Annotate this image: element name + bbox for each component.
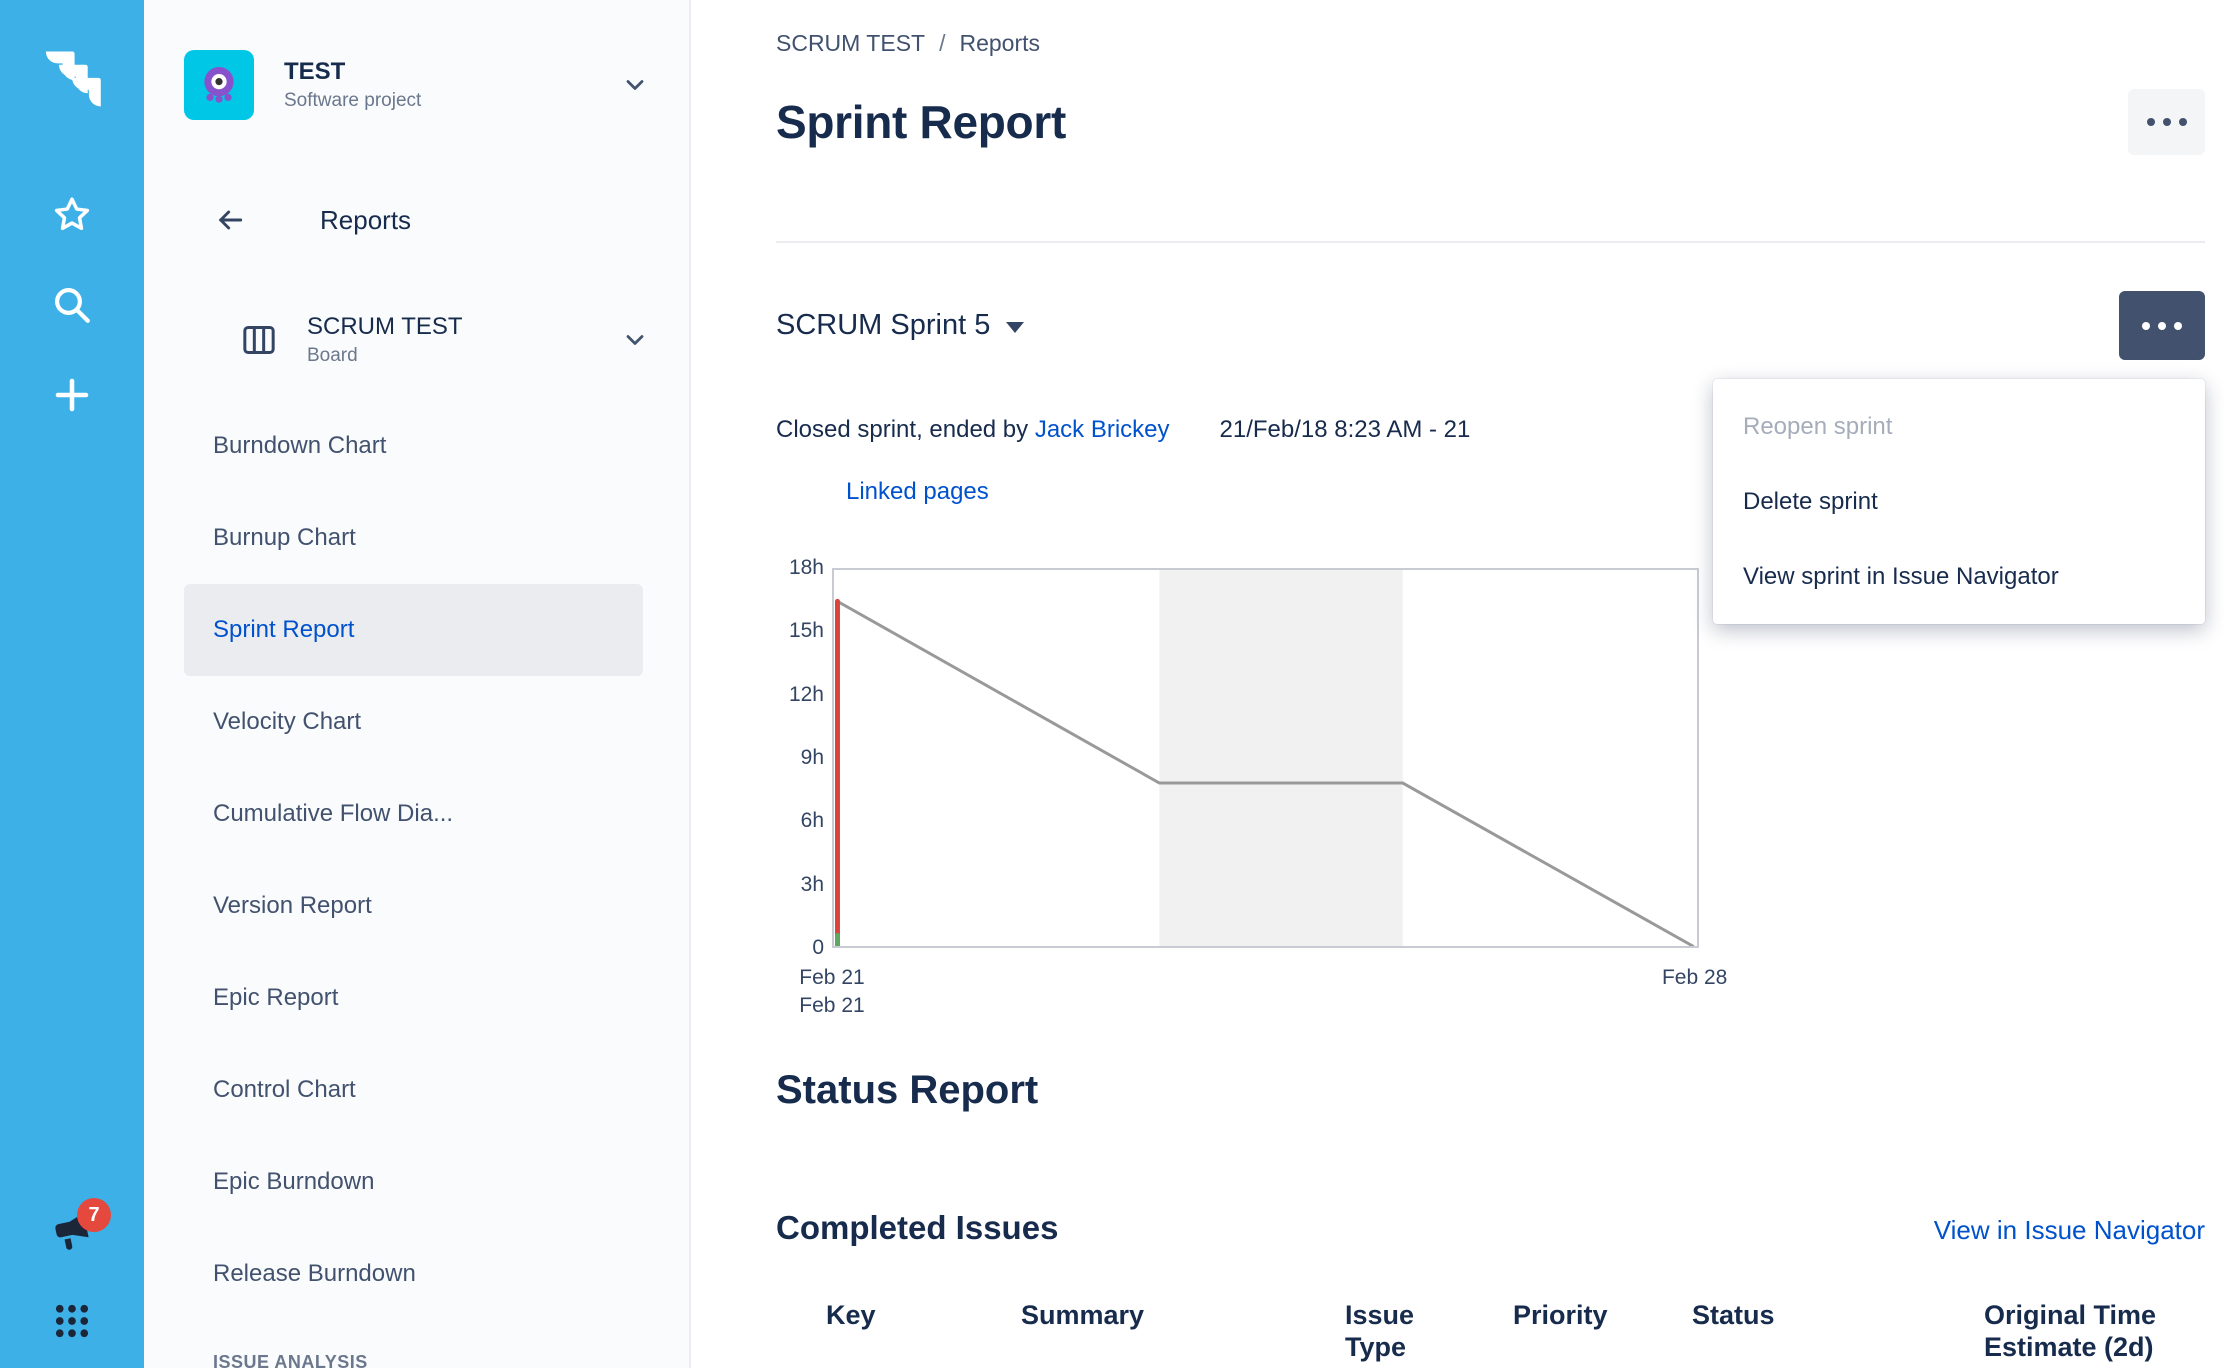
ellipsis-icon <box>2146 118 2187 126</box>
x-axis-tick: Feb 28 <box>1661 966 1728 989</box>
project-name: TEST <box>284 58 346 85</box>
completed-issues-table-header: Key Summary Issue Type Priority Status Origin… <box>776 1299 2205 1364</box>
chevron-down-icon[interactable] <box>621 326 649 354</box>
x-axis-tick: Feb 21 <box>799 966 865 989</box>
chevron-down-icon[interactable] <box>621 71 649 99</box>
back-arrow-icon <box>219 210 243 230</box>
breadcrumb: SCRUM TEST / Reports <box>776 30 2205 57</box>
board-type: Board <box>307 345 358 366</box>
sidebar-item-burnup-chart[interactable]: Burnup Chart <box>213 524 356 551</box>
x-axis-tick: Feb 21 <box>799 994 865 1017</box>
y-axis-tick: 18h <box>788 556 824 579</box>
back-to-reports[interactable]: Reports <box>144 200 689 240</box>
menu-item-delete-sprint[interactable]: Delete sprint <box>1743 487 1878 515</box>
column-header-status: Status <box>1692 1300 1775 1330</box>
column-header-priority: Priority <box>1513 1300 1608 1330</box>
jira-logo[interactable] <box>40 48 104 112</box>
project-sidebar: TEST Software project Reports SCRUM TEST… <box>144 0 691 1368</box>
project-avatar <box>184 50 254 120</box>
sidebar-item-epic-report[interactable]: Epic Report <box>213 984 339 1011</box>
sidebar-item-control-chart[interactable]: Control Chart <box>213 1076 356 1103</box>
sprint-date-range: 21/Feb/18 8:23 AM - 21 <box>1219 416 1471 443</box>
project-switcher[interactable]: TEST Software project <box>144 50 689 120</box>
y-axis-tick: 9h <box>800 746 824 769</box>
y-axis-tick: 0 <box>812 936 824 959</box>
y-axis-tick: 12h <box>788 682 824 706</box>
page-more-actions-button[interactable] <box>2128 89 2205 155</box>
apps-grid-icon[interactable] <box>49 1298 95 1344</box>
y-axis-tick: 6h <box>800 809 824 833</box>
sidebar-item-burndown-chart[interactable]: Burndown Chart <box>213 432 387 459</box>
star-icon[interactable] <box>49 192 95 238</box>
board-name: SCRUM TEST <box>307 313 463 340</box>
burndown-plot-area <box>832 568 1699 948</box>
back-label: Reports <box>320 204 412 235</box>
plus-icon[interactable] <box>49 372 95 418</box>
column-header-key: Key <box>826 1300 876 1330</box>
global-navigation-rail: 7 <box>0 0 144 1368</box>
column-header-original-time-estimate-2d: Original Time Estimate (2d) <box>1984 1300 2157 1363</box>
menu-item-view-sprint-in-issue-navigator[interactable]: View sprint in Issue Navigator <box>1743 562 2059 590</box>
column-header-summary: Summary <box>1021 1300 1145 1330</box>
sidebar-item-version-report[interactable]: Version Report <box>213 892 372 919</box>
menu-item-reopen-sprint: Reopen sprint <box>1743 412 1893 440</box>
sprint-more-actions-button[interactable] <box>2119 291 2205 360</box>
y-axis-tick: 3h <box>800 872 824 896</box>
sidebar-item-velocity-chart[interactable]: Velocity Chart <box>213 708 362 735</box>
sprint-selector[interactable]: SCRUM Sprint 5 <box>776 309 1025 342</box>
jira-logo-icon <box>45 51 101 107</box>
sidebar-item-epic-burndown[interactable]: Epic Burndown <box>213 1168 375 1195</box>
sidebar-item-sprint-report[interactable]: Sprint Report <box>184 584 643 676</box>
main-content: SCRUM TEST / Reports Sprint Report SCRUM… <box>691 0 2224 1368</box>
linked-pages-link[interactable]: Linked pages <box>846 478 989 505</box>
board-icon <box>243 326 275 354</box>
feedback-megaphone-icon[interactable]: 7 <box>49 1198 111 1256</box>
sidebar-item-cumulative-flow-dia[interactable]: Cumulative Flow Dia... <box>213 800 454 827</box>
completed-issues-heading: Completed Issues <box>776 1209 1059 1246</box>
column-header-issue-type: Issue Type <box>1345 1300 1415 1363</box>
breadcrumb-separator: / <box>939 30 946 56</box>
divider <box>776 241 2205 243</box>
notification-badge: 7 <box>77 1198 111 1232</box>
ellipsis-icon <box>2142 321 2182 330</box>
status-report-heading: Status Report <box>776 1068 1039 1112</box>
sprint-status-line: Closed sprint, ended by Jack Brickey 21/… <box>776 416 1471 443</box>
user-link[interactable]: Jack Brickey <box>1034 416 1170 443</box>
project-type: Software project <box>284 90 422 111</box>
caret-down-icon <box>1006 322 1025 333</box>
sprint-actions-menu: Reopen sprint Delete sprint View sprint in… <box>1713 379 2205 624</box>
search-icon[interactable] <box>49 282 95 328</box>
y-axis-tick: 15h <box>788 619 824 643</box>
sidebar-item-release-burndown[interactable]: Release Burndown <box>213 1260 416 1287</box>
breadcrumb-project-link[interactable]: SCRUM TEST <box>776 30 926 56</box>
section-label-issue-analysis: ISSUE ANALYSIS <box>213 1352 368 1368</box>
board-switcher[interactable]: SCRUM TEST Board <box>144 300 689 380</box>
burndown-chart: 18h 15h 12h 9h 6h 3h 0 Feb 21 Feb 21 Feb 28 <box>776 556 1776 1028</box>
view-in-issue-navigator-link[interactable]: View in Issue Navigator <box>1933 1215 2205 1245</box>
breadcrumb-reports-link[interactable]: Reports <box>959 30 1041 56</box>
page-title: Sprint Report <box>776 96 1066 148</box>
reports-menu: Burndown Chart Burnup Chart Sprint Report V… <box>144 400 689 1320</box>
